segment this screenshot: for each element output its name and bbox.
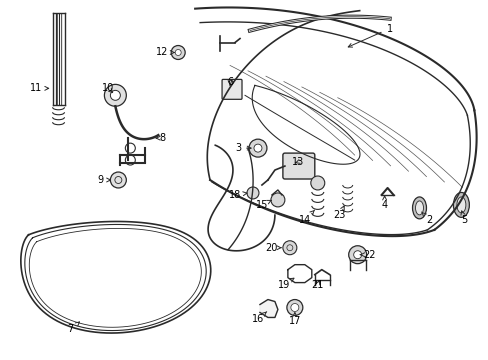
Text: 1: 1 <box>347 24 392 47</box>
Circle shape <box>171 45 185 59</box>
Text: 7: 7 <box>67 322 80 334</box>
Text: 21: 21 <box>311 280 324 289</box>
Text: 15: 15 <box>255 200 271 210</box>
Text: 18: 18 <box>228 190 246 200</box>
Text: 12: 12 <box>156 48 174 58</box>
Polygon shape <box>260 300 277 318</box>
Circle shape <box>110 172 126 188</box>
Text: 16: 16 <box>251 312 266 324</box>
FancyBboxPatch shape <box>222 80 242 99</box>
Text: 5: 5 <box>460 211 467 225</box>
Circle shape <box>348 246 366 264</box>
Text: 14: 14 <box>298 210 314 225</box>
Circle shape <box>286 300 302 315</box>
Text: 17: 17 <box>288 312 301 327</box>
Circle shape <box>110 90 120 100</box>
Text: 9: 9 <box>97 175 110 185</box>
Circle shape <box>104 84 126 106</box>
Circle shape <box>310 176 324 190</box>
Circle shape <box>253 144 262 152</box>
Text: 4: 4 <box>381 196 387 210</box>
Circle shape <box>175 50 181 55</box>
Ellipse shape <box>456 197 465 213</box>
FancyBboxPatch shape <box>283 153 314 179</box>
Text: 20: 20 <box>265 243 281 253</box>
Circle shape <box>290 303 298 311</box>
Circle shape <box>270 193 285 207</box>
Circle shape <box>283 241 296 255</box>
Text: 23: 23 <box>333 206 345 220</box>
Circle shape <box>246 187 259 199</box>
Text: 8: 8 <box>156 133 165 143</box>
Ellipse shape <box>412 197 426 219</box>
Text: 3: 3 <box>234 143 251 153</box>
Ellipse shape <box>452 193 468 217</box>
Text: 19: 19 <box>277 278 293 289</box>
Ellipse shape <box>415 201 423 215</box>
Text: 11: 11 <box>29 84 49 93</box>
Text: 22: 22 <box>360 250 375 260</box>
Text: 2: 2 <box>421 212 432 225</box>
Circle shape <box>248 139 266 157</box>
Text: 13: 13 <box>291 157 304 167</box>
Text: 6: 6 <box>226 77 233 87</box>
Text: 10: 10 <box>102 84 114 93</box>
Circle shape <box>353 251 361 259</box>
